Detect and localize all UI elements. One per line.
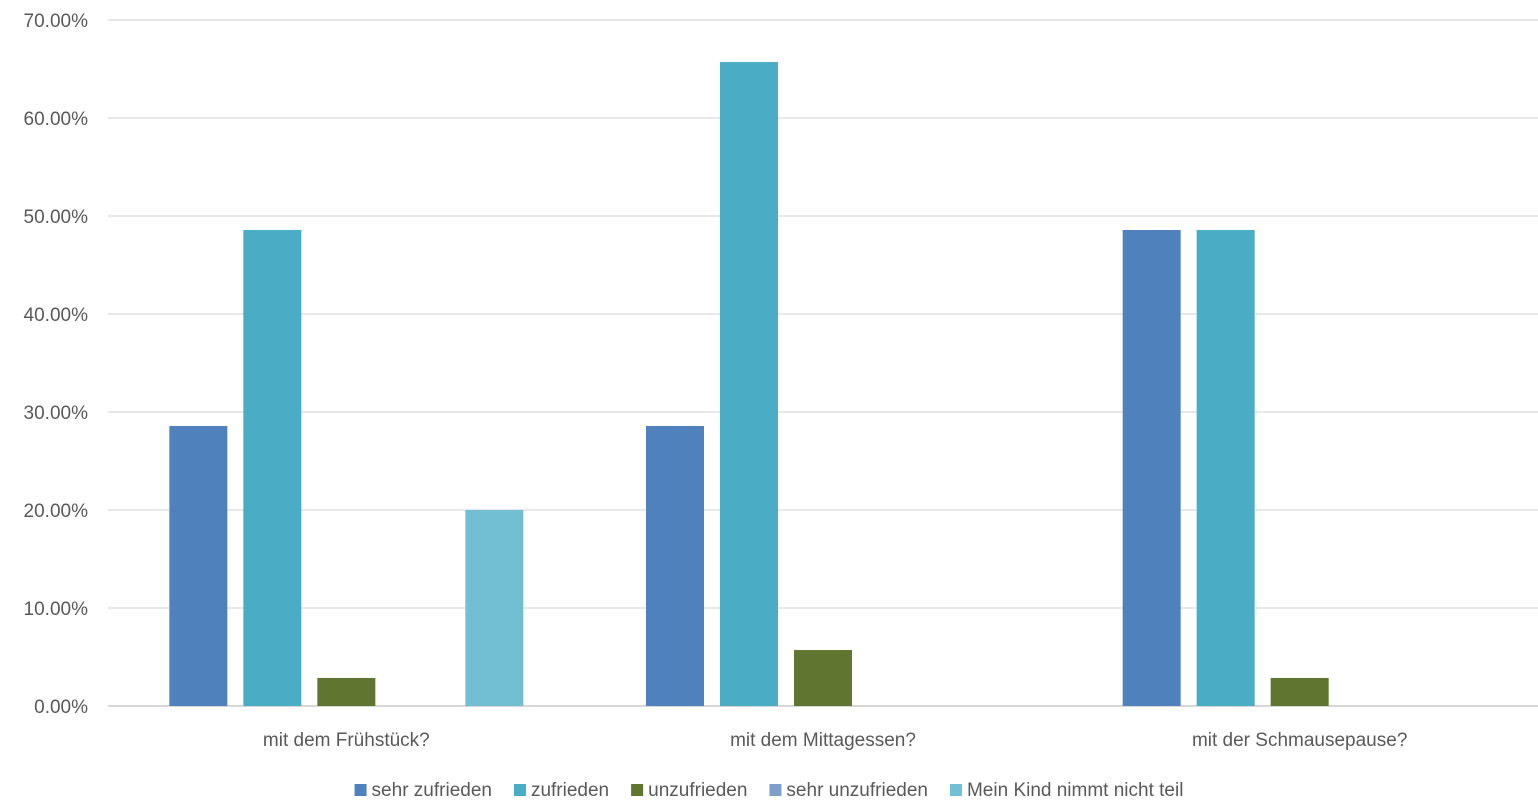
- legend-label: zufrieden: [531, 780, 609, 801]
- y-tick-label: 0.00%: [34, 697, 88, 718]
- legend-item: zufrieden: [513, 780, 609, 801]
- bar: [169, 426, 228, 706]
- y-tick-label: 40.00%: [24, 305, 89, 326]
- y-axis-tick-labels: 0.00% 10.00% 20.00% 30.00% 40.00% 50.00% 60.00…: [24, 11, 89, 718]
- legend-swatch: [631, 784, 644, 796]
- bar: [243, 230, 302, 707]
- bar: [720, 62, 778, 707]
- y-tick-label: 10.00%: [24, 599, 89, 620]
- legend-label: unzufrieden: [648, 780, 747, 801]
- x-category-label: mit dem Mittagessen?: [730, 730, 916, 751]
- y-tick-label: 30.00%: [24, 403, 89, 424]
- legend-swatch: [513, 784, 526, 796]
- legend: sehr zufrieden zufrieden unzufrieden sehr u…: [354, 780, 1183, 801]
- x-category-label: mit dem Frühstück?: [263, 730, 430, 751]
- bar: [1122, 230, 1181, 707]
- legend-item: sehr zufrieden: [354, 780, 492, 801]
- y-tick-label: 70.00%: [24, 11, 89, 32]
- legend-swatch: [949, 784, 962, 796]
- legend-label: Mein Kind nimmt nicht teil: [967, 780, 1183, 801]
- legend-label: sehr unzufrieden: [786, 780, 928, 801]
- bar: [1196, 230, 1255, 707]
- gridlines: [108, 19, 1538, 707]
- bar: [317, 677, 376, 706]
- y-tick-label: 50.00%: [24, 207, 89, 228]
- bar: [1270, 677, 1329, 706]
- legend-swatch: [769, 784, 782, 796]
- legend-label: sehr zufrieden: [372, 780, 492, 801]
- bars: [169, 62, 1329, 707]
- legend-item: unzufrieden: [631, 780, 747, 801]
- legend-swatch: [354, 784, 367, 796]
- bar: [794, 650, 852, 706]
- x-category-label: mit der Schmausepause?: [1192, 730, 1407, 751]
- bar: [465, 510, 524, 706]
- y-tick-label: 60.00%: [24, 109, 89, 130]
- legend-item: Mein Kind nimmt nicht teil: [949, 780, 1183, 801]
- x-axis-category-labels: mit dem Frühstück? mit dem Mittagessen? mi…: [263, 730, 1407, 751]
- y-tick-label: 20.00%: [24, 501, 89, 522]
- legend-item: sehr unzufrieden: [769, 780, 928, 801]
- bar: [646, 426, 704, 706]
